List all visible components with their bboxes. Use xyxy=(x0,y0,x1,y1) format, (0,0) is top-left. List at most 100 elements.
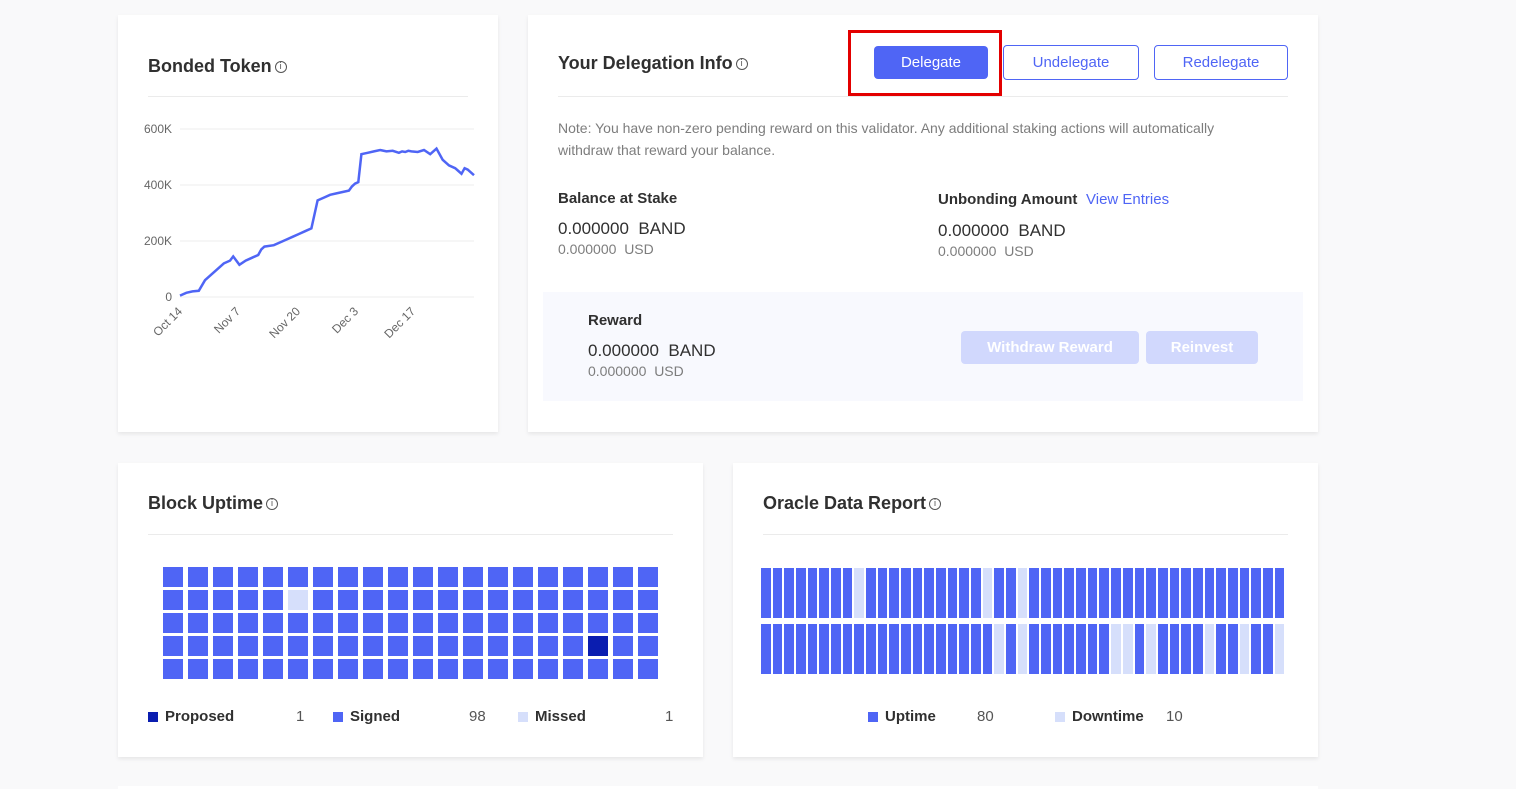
uptime-block[interactable] xyxy=(238,590,258,610)
uptime-block[interactable] xyxy=(338,590,358,610)
uptime-block[interactable] xyxy=(488,613,508,633)
oracle-report-bar[interactable] xyxy=(912,624,923,674)
uptime-block[interactable] xyxy=(188,613,208,633)
uptime-block[interactable] xyxy=(213,567,233,587)
oracle-report-bar[interactable] xyxy=(854,568,865,618)
oracle-report-bar[interactable] xyxy=(971,568,981,618)
uptime-block[interactable] xyxy=(163,590,183,610)
uptime-block[interactable] xyxy=(213,613,233,633)
oracle-report-bar[interactable] xyxy=(1122,568,1133,618)
oracle-report-bar[interactable] xyxy=(1076,624,1086,674)
uptime-block[interactable] xyxy=(213,636,233,656)
uptime-block[interactable] xyxy=(213,659,233,679)
oracle-report-bar[interactable] xyxy=(866,624,876,674)
uptime-block[interactable] xyxy=(588,636,608,656)
uptime-block[interactable] xyxy=(413,636,433,656)
uptime-block[interactable] xyxy=(163,659,183,679)
uptime-block[interactable] xyxy=(438,659,458,679)
uptime-block[interactable] xyxy=(238,636,258,656)
oracle-report-bar[interactable] xyxy=(971,624,981,674)
oracle-report-bar[interactable] xyxy=(1239,568,1250,618)
uptime-block[interactable] xyxy=(538,613,558,633)
oracle-report-bar[interactable] xyxy=(1181,624,1191,674)
uptime-block[interactable] xyxy=(188,636,208,656)
uptime-block[interactable] xyxy=(238,613,258,633)
uptime-block[interactable] xyxy=(388,567,408,587)
oracle-report-bar[interactable] xyxy=(936,568,946,618)
oracle-report-bar[interactable] xyxy=(982,568,993,618)
uptime-block[interactable] xyxy=(563,636,583,656)
info-icon[interactable]: i xyxy=(735,57,748,70)
oracle-report-bar[interactable] xyxy=(1146,568,1156,618)
oracle-report-bar[interactable] xyxy=(924,624,935,674)
uptime-block[interactable] xyxy=(488,590,508,610)
oracle-report-bar[interactable] xyxy=(784,624,795,674)
uptime-block[interactable] xyxy=(638,659,658,679)
redelegate-button[interactable]: Redelegate xyxy=(1154,45,1288,80)
uptime-block[interactable] xyxy=(263,659,283,679)
reinvest-button[interactable]: Reinvest xyxy=(1146,331,1258,364)
uptime-block[interactable] xyxy=(213,590,233,610)
uptime-block[interactable] xyxy=(263,613,283,633)
oracle-report-bar[interactable] xyxy=(959,568,970,618)
oracle-report-bar[interactable] xyxy=(1017,624,1028,674)
uptime-block[interactable] xyxy=(363,590,383,610)
uptime-block[interactable] xyxy=(538,636,558,656)
uptime-block[interactable] xyxy=(388,613,408,633)
uptime-block[interactable] xyxy=(288,636,308,656)
uptime-block[interactable] xyxy=(463,590,483,610)
uptime-block[interactable] xyxy=(563,590,583,610)
uptime-block[interactable] xyxy=(563,567,583,587)
uptime-block[interactable] xyxy=(413,613,433,633)
oracle-report-bar[interactable] xyxy=(1134,568,1145,618)
uptime-block[interactable] xyxy=(513,659,533,679)
uptime-block[interactable] xyxy=(613,613,633,633)
oracle-report-bar[interactable] xyxy=(1111,624,1121,674)
oracle-report-bar[interactable] xyxy=(1239,624,1250,674)
oracle-report-bar[interactable] xyxy=(796,568,806,618)
view-entries-link[interactable]: View Entries xyxy=(1086,191,1170,208)
uptime-block[interactable] xyxy=(238,659,258,679)
withdraw-reward-button[interactable]: Withdraw Reward xyxy=(961,331,1139,364)
oracle-report-bar[interactable] xyxy=(1216,568,1226,618)
info-icon[interactable]: i xyxy=(929,497,942,510)
oracle-report-bar[interactable] xyxy=(761,624,771,674)
uptime-block[interactable] xyxy=(388,636,408,656)
uptime-block[interactable] xyxy=(363,613,383,633)
uptime-block[interactable] xyxy=(413,567,433,587)
oracle-report-bar[interactable] xyxy=(1029,568,1040,618)
uptime-block[interactable] xyxy=(388,659,408,679)
uptime-block[interactable] xyxy=(613,567,633,587)
uptime-block[interactable] xyxy=(413,659,433,679)
uptime-block[interactable] xyxy=(288,613,308,633)
oracle-report-bar[interactable] xyxy=(994,568,1005,618)
oracle-report-bar[interactable] xyxy=(1146,624,1156,674)
oracle-report-bar[interactable] xyxy=(1251,624,1261,674)
uptime-block[interactable] xyxy=(638,613,658,633)
oracle-report-bar[interactable] xyxy=(1274,568,1285,618)
oracle-report-bar[interactable] xyxy=(947,568,958,618)
uptime-block[interactable] xyxy=(563,613,583,633)
uptime-block[interactable] xyxy=(513,613,533,633)
uptime-block[interactable] xyxy=(313,567,333,587)
oracle-report-bar[interactable] xyxy=(1262,624,1273,674)
uptime-block[interactable] xyxy=(538,659,558,679)
uptime-block[interactable] xyxy=(613,659,633,679)
uptime-block[interactable] xyxy=(363,567,383,587)
uptime-block[interactable] xyxy=(338,613,358,633)
uptime-block[interactable] xyxy=(363,636,383,656)
uptime-block[interactable] xyxy=(563,659,583,679)
uptime-block[interactable] xyxy=(588,567,608,587)
uptime-block[interactable] xyxy=(338,636,358,656)
oracle-report-bar[interactable] xyxy=(1052,624,1063,674)
oracle-report-bar[interactable] xyxy=(1274,624,1285,674)
oracle-report-bar[interactable] xyxy=(936,624,946,674)
oracle-report-bar[interactable] xyxy=(1099,624,1110,674)
oracle-report-bar[interactable] xyxy=(772,624,783,674)
oracle-report-bar[interactable] xyxy=(772,568,783,618)
oracle-report-bar[interactable] xyxy=(831,624,841,674)
uptime-block[interactable] xyxy=(463,636,483,656)
oracle-report-bar[interactable] xyxy=(1262,568,1273,618)
uptime-block[interactable] xyxy=(238,567,258,587)
uptime-block[interactable] xyxy=(263,636,283,656)
